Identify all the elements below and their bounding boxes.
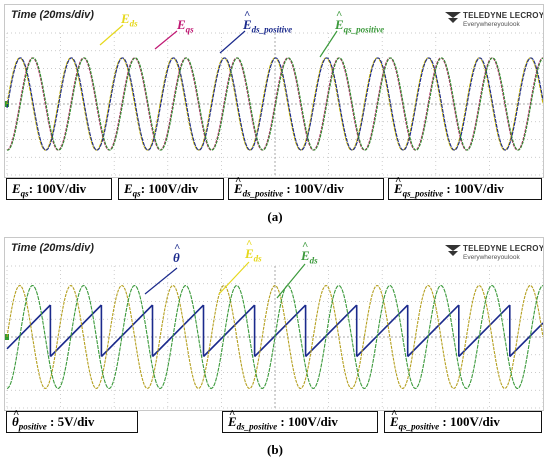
lecroy-mark-icon (445, 12, 461, 23)
pointer-a-3 (319, 30, 338, 58)
trace-eqs-positive-a (6, 57, 543, 151)
label-eds-hat-b: Eds (245, 238, 262, 264)
trace-eqs-positive-b (6, 284, 543, 390)
trace-theta-positive-b (6, 304, 543, 358)
label-eds-hat-green-b: Eds (301, 240, 318, 266)
label-eqs-a: Eqs (177, 17, 194, 35)
label-eds-positive-a: Eds_positive (243, 9, 292, 35)
teledyne-lecroy-logo-b: TELEDYNE LECROY Everywhereyoulook (445, 244, 543, 268)
logo-brand-b: TELEDYNE LECROY (463, 244, 544, 253)
logo-brand: TELEDYNE LECROY (463, 11, 544, 20)
pointer-b-0 (144, 267, 178, 295)
waveform-plot-a (5, 24, 543, 176)
panel-a: Time (20ms/div) TELEDYNE LECROY Everywhe… (4, 4, 544, 204)
pointer-a-1 (154, 30, 178, 50)
logo-slogan: Everywhereyoulook (463, 21, 520, 28)
caption-b: (b) (267, 442, 283, 457)
label-eqs-positive-a: Eqs_positive (335, 9, 384, 35)
scale-eqs-a-1: Eqs: 100V/div (6, 178, 112, 200)
logo-slogan-b: Everywhereyoulook (463, 254, 520, 261)
time-scale-label-a: Time (20ms/div) (11, 9, 94, 21)
scale-eds-positive-a: Eds_positive : 100V/div (228, 171, 384, 200)
pointer-a-0 (99, 24, 124, 46)
scale-eds-positive-b: Eds_positive : 100V/div (222, 404, 378, 433)
scale-bar-b: θpositive : 5V/div Eds_positive : 100V/d… (4, 404, 544, 435)
pointer-b-2 (276, 263, 306, 299)
trace-eds-positive-b (6, 284, 543, 389)
caption-a: (a) (267, 209, 283, 224)
scale-theta-b: θpositive : 5V/div (6, 404, 138, 433)
label-eds-a: Eds (121, 11, 138, 29)
scale-eqs-positive-a: Eqs_positive : 100V/div (388, 171, 542, 200)
scope-screen-a: Time (20ms/div) TELEDYNE LECROY Everywhe… (4, 4, 544, 178)
scale-eqs-positive-b: Eqs_positive : 100V/div (384, 404, 542, 433)
label-theta-b: θ (173, 242, 180, 266)
pointer-a-2 (219, 30, 246, 54)
waveform-plot-b (5, 261, 543, 409)
lecroy-mark-icon-b (445, 245, 461, 256)
scale-eqs-a-2: Eqs: 100V/div (118, 178, 224, 200)
trace-eqs-a (6, 57, 543, 151)
scope-screen-b: Time (20ms/div) TELEDYNE LECROY Everywhe… (4, 237, 544, 411)
teledyne-lecroy-logo: TELEDYNE LECROY Everywhereyoulook (445, 11, 543, 35)
time-scale-label-b: Time (20ms/div) (11, 242, 94, 254)
trace-eds-positive-a (6, 57, 543, 151)
pointer-b-1 (218, 261, 250, 295)
panel-b: Time (20ms/div) TELEDYNE LECROY Everywhe… (4, 237, 544, 437)
scale-bar-a: Eqs: 100V/div Eqs: 100V/div Eds_positive… (4, 171, 544, 202)
